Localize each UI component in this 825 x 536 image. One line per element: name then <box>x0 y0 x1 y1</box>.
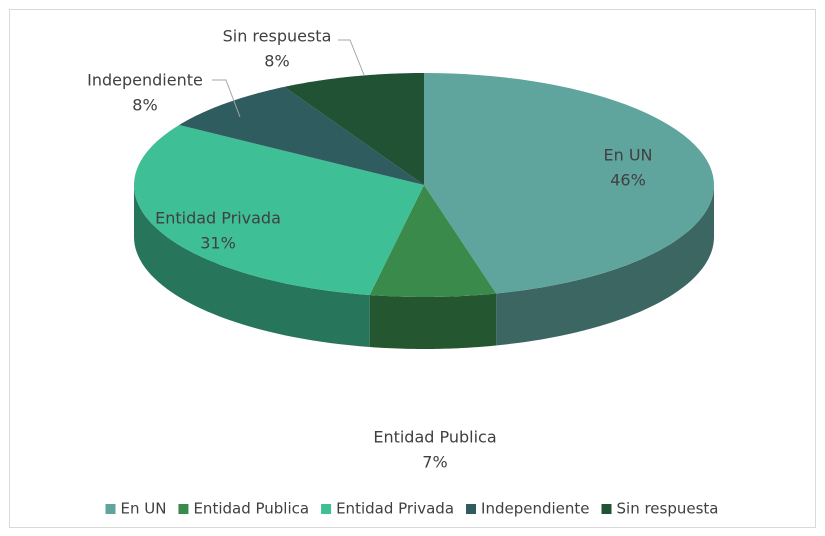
slice <box>424 73 714 294</box>
data-label-name: En UN <box>603 146 652 165</box>
legend-label: Independiente <box>481 500 589 518</box>
legend-label: Entidad Privada <box>336 500 454 518</box>
legend-swatch <box>466 504 477 514</box>
data-label-name: Entidad Privada <box>155 209 281 228</box>
leader-line <box>212 79 241 118</box>
legend-swatch <box>601 504 612 514</box>
data-label: 46% <box>610 171 646 190</box>
slice-side <box>369 293 497 349</box>
slice <box>134 124 424 296</box>
data-label: 8% <box>264 52 289 71</box>
data-label-name: Independiente <box>87 71 203 90</box>
legend-label: Entidad Publica <box>193 500 309 518</box>
legend-label: En UN <box>121 500 167 518</box>
legend-label: Sin respuesta <box>617 500 719 518</box>
leader-line <box>338 39 365 76</box>
data-label: 8% <box>132 96 157 115</box>
slice <box>284 73 424 185</box>
data-label: 7% <box>422 453 447 472</box>
slice <box>179 86 424 185</box>
slice <box>369 185 497 297</box>
slice-side <box>134 185 370 348</box>
slice-side <box>496 185 714 346</box>
data-label-name: Entidad Publica <box>373 428 496 447</box>
data-label-name: Sin respuesta <box>223 27 332 46</box>
legend-swatch <box>321 504 332 514</box>
data-label: 31% <box>200 234 236 253</box>
legend-swatch <box>178 504 189 514</box>
legend-swatch <box>105 504 116 514</box>
